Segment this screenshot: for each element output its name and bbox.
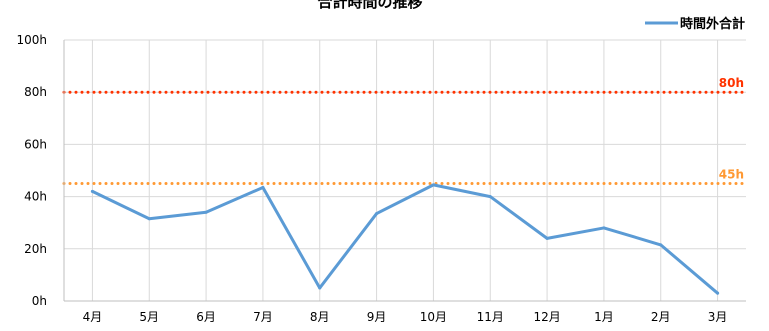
y-tick-label: 40h <box>24 190 47 204</box>
x-tick-label: 3月 <box>708 310 728 324</box>
series-line <box>90 183 720 295</box>
x-tick-label: 4月 <box>83 310 103 324</box>
data-point <box>431 183 435 187</box>
y-tick-label: 80h <box>24 85 47 99</box>
x-tick-label: 2月 <box>651 310 671 324</box>
data-point <box>318 286 322 290</box>
legend: 時間外合計 <box>645 16 745 32</box>
data-point <box>90 189 94 193</box>
reference-label: 45h <box>719 168 744 182</box>
data-point <box>659 243 663 247</box>
reference-label: 80h <box>719 76 744 90</box>
x-tick-label: 6月 <box>196 310 216 324</box>
x-tick-label: 12月 <box>533 310 560 324</box>
chart-title: 合計時間の推移 <box>316 0 422 11</box>
x-tick-label: 7月 <box>253 310 273 324</box>
data-point <box>488 195 492 199</box>
legend-label: 時間外合計 <box>680 16 745 32</box>
data-point <box>545 236 549 240</box>
x-tick-label: 8月 <box>310 310 330 324</box>
x-tick-label: 5月 <box>139 310 159 324</box>
x-tick-label: 10月 <box>420 310 447 324</box>
x-tick-label: 11月 <box>477 310 504 324</box>
y-tick-label: 20h <box>24 242 47 256</box>
y-tick-label: 60h <box>24 137 47 151</box>
data-point <box>261 185 265 189</box>
data-point <box>716 291 720 295</box>
data-point <box>602 226 606 230</box>
data-point <box>147 217 151 221</box>
x-tick-label: 1月 <box>594 310 614 324</box>
data-point <box>204 210 208 214</box>
x-tick-label: 9月 <box>367 310 387 324</box>
y-tick-label: 100h <box>16 33 47 47</box>
data-point <box>375 212 379 216</box>
y-tick-label: 0h <box>32 294 47 308</box>
